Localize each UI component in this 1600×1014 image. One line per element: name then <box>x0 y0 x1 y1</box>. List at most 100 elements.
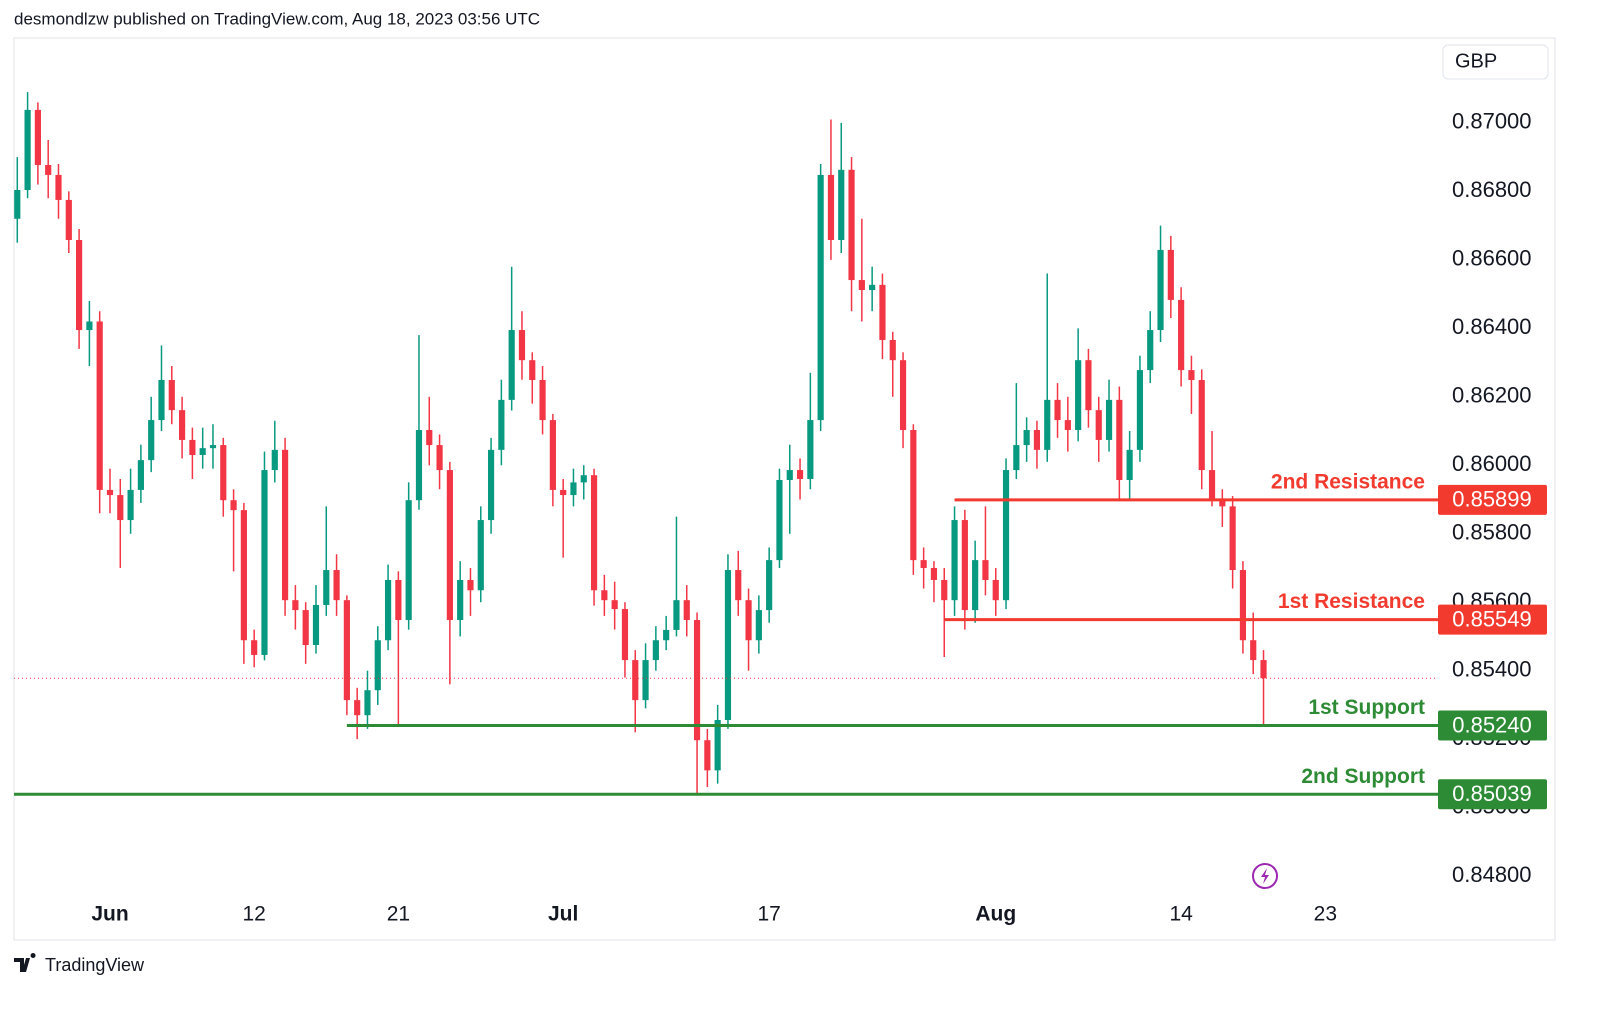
candle-body <box>312 604 320 646</box>
candle-body <box>498 399 505 450</box>
x-tick-label: 17 <box>757 903 780 926</box>
x-tick-label: Jun <box>91 903 128 926</box>
x-tick-label: Aug <box>975 903 1016 926</box>
candle-body <box>776 479 783 561</box>
candle-body <box>807 420 814 479</box>
candle-body <box>292 600 299 611</box>
candle-body <box>683 600 690 621</box>
candle-body <box>539 380 546 421</box>
level-price-box <box>1438 779 1547 810</box>
y-tick-label: 0.86000 <box>1452 451 1532 476</box>
candle-body <box>529 360 536 381</box>
candle-body <box>168 380 175 411</box>
logo <box>14 953 36 972</box>
candle-body <box>745 600 752 641</box>
candle-body <box>446 470 453 621</box>
candle-body <box>45 165 52 175</box>
candle-body <box>240 510 247 641</box>
frame <box>13 37 1556 941</box>
currency[interactable]: GBP <box>1455 50 1497 72</box>
candle-body <box>766 560 773 611</box>
candle-body <box>323 570 330 605</box>
candle-body <box>827 174 835 240</box>
level-price-label: 0.85899 <box>1452 487 1532 512</box>
candle-body <box>487 449 495 521</box>
candle-body <box>920 560 927 568</box>
candle-body <box>354 700 361 716</box>
candle-body <box>384 579 392 641</box>
candle-body <box>209 445 217 449</box>
y-tick-label: 0.86200 <box>1452 383 1532 408</box>
candle-body <box>796 470 804 479</box>
candle-body <box>714 719 721 771</box>
candle-body <box>127 489 134 521</box>
level-name: 1st Support <box>1308 696 1425 719</box>
lightning-icon[interactable] <box>1252 863 1278 889</box>
candle-body <box>1023 430 1030 446</box>
candle-body <box>1219 500 1226 507</box>
candle-body <box>899 360 907 431</box>
x-tick-label: 21 <box>387 903 410 926</box>
candle-body <box>1208 470 1216 501</box>
candle-body <box>24 109 31 191</box>
candle-body <box>961 520 968 611</box>
candle-body <box>590 475 598 591</box>
y-tick-label: 0.86600 <box>1452 246 1532 271</box>
y-tick-label: 0.84800 <box>1452 862 1532 887</box>
candle-body <box>55 174 62 200</box>
candle-body <box>663 629 670 641</box>
level-name: 2nd Support <box>1301 765 1425 788</box>
candle-body <box>910 430 917 561</box>
candle-body <box>1229 506 1236 571</box>
candle-body <box>601 590 608 601</box>
y-tick-label: 0.85400 <box>1452 657 1532 682</box>
candle-body <box>632 660 639 701</box>
candle-body <box>580 475 587 483</box>
candle-body <box>1116 399 1123 480</box>
candle-body <box>467 579 474 591</box>
candle-body <box>426 430 433 446</box>
candle-body <box>76 239 83 331</box>
candle-body <box>96 321 103 490</box>
candle-body <box>1250 640 1257 661</box>
level-price-box <box>1438 484 1547 515</box>
candle-body <box>858 280 865 290</box>
candle-body <box>982 560 989 580</box>
candle-body <box>1033 430 1041 450</box>
x-tick-label: 12 <box>243 903 266 926</box>
candle-body <box>889 339 896 361</box>
candle-body <box>1157 249 1164 331</box>
candle-body <box>972 560 979 611</box>
candle-body <box>189 439 196 456</box>
candle-body <box>1002 470 1010 601</box>
level-price-box <box>1438 604 1547 635</box>
candle-body <box>65 199 72 240</box>
candle-body <box>570 482 577 496</box>
x-tick-label: 14 <box>1169 903 1193 926</box>
candle-body <box>693 620 701 741</box>
candle-body <box>879 284 886 340</box>
candle-body <box>1167 249 1174 300</box>
candle-body <box>1126 449 1133 480</box>
candle-body <box>1178 299 1185 371</box>
candle-body <box>560 489 567 496</box>
header: desmondlzw published on TradingView.com,… <box>14 9 540 28</box>
candle-body <box>251 640 258 655</box>
y-tick-label: 0.86400 <box>1452 314 1532 339</box>
candle-body <box>652 640 659 661</box>
candle-body <box>374 640 381 691</box>
level-price-label: 0.85039 <box>1452 781 1532 806</box>
currency-box[interactable] <box>1442 44 1549 80</box>
candle-body <box>549 420 556 490</box>
candle-body <box>405 500 412 621</box>
footer: TradingView <box>45 955 145 975</box>
candle-body <box>395 579 402 621</box>
candle-body <box>302 610 309 646</box>
candle-body <box>1260 660 1267 679</box>
level-name: 2nd Resistance <box>1271 470 1425 493</box>
candle-body <box>642 660 649 701</box>
candle-body <box>1013 445 1020 471</box>
candle-body <box>281 449 289 601</box>
